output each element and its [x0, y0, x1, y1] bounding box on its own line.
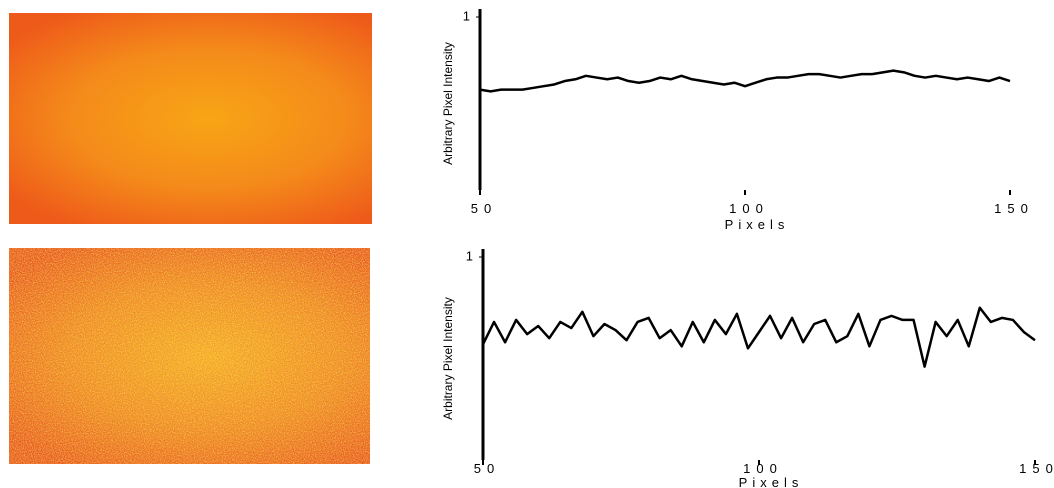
x-axis-label: Pixels	[739, 475, 804, 488]
x-tick-label: 100	[729, 201, 769, 216]
x-tick-label: 50	[471, 201, 497, 216]
y-tick-label: 1	[463, 8, 470, 23]
x-tick-label: 150	[1019, 461, 1054, 476]
x-tick-label: 100	[743, 461, 783, 476]
y-axis-label: Arbitrary Pixel Intensity	[441, 42, 455, 165]
data-line	[483, 308, 1035, 367]
data-line	[480, 71, 1010, 92]
x-tick-label: 50	[474, 461, 500, 476]
page: 150100150PixelsArbitrary Pixel Intensity…	[0, 0, 1054, 488]
x-tick-label: 150	[994, 201, 1034, 216]
y-tick-label: 1	[466, 248, 473, 263]
x-axis-label: Pixels	[725, 217, 790, 232]
y-axis-label: Arbitrary Pixel Intensity	[441, 297, 455, 420]
charts: 150100150PixelsArbitrary Pixel Intensity…	[0, 0, 1054, 488]
